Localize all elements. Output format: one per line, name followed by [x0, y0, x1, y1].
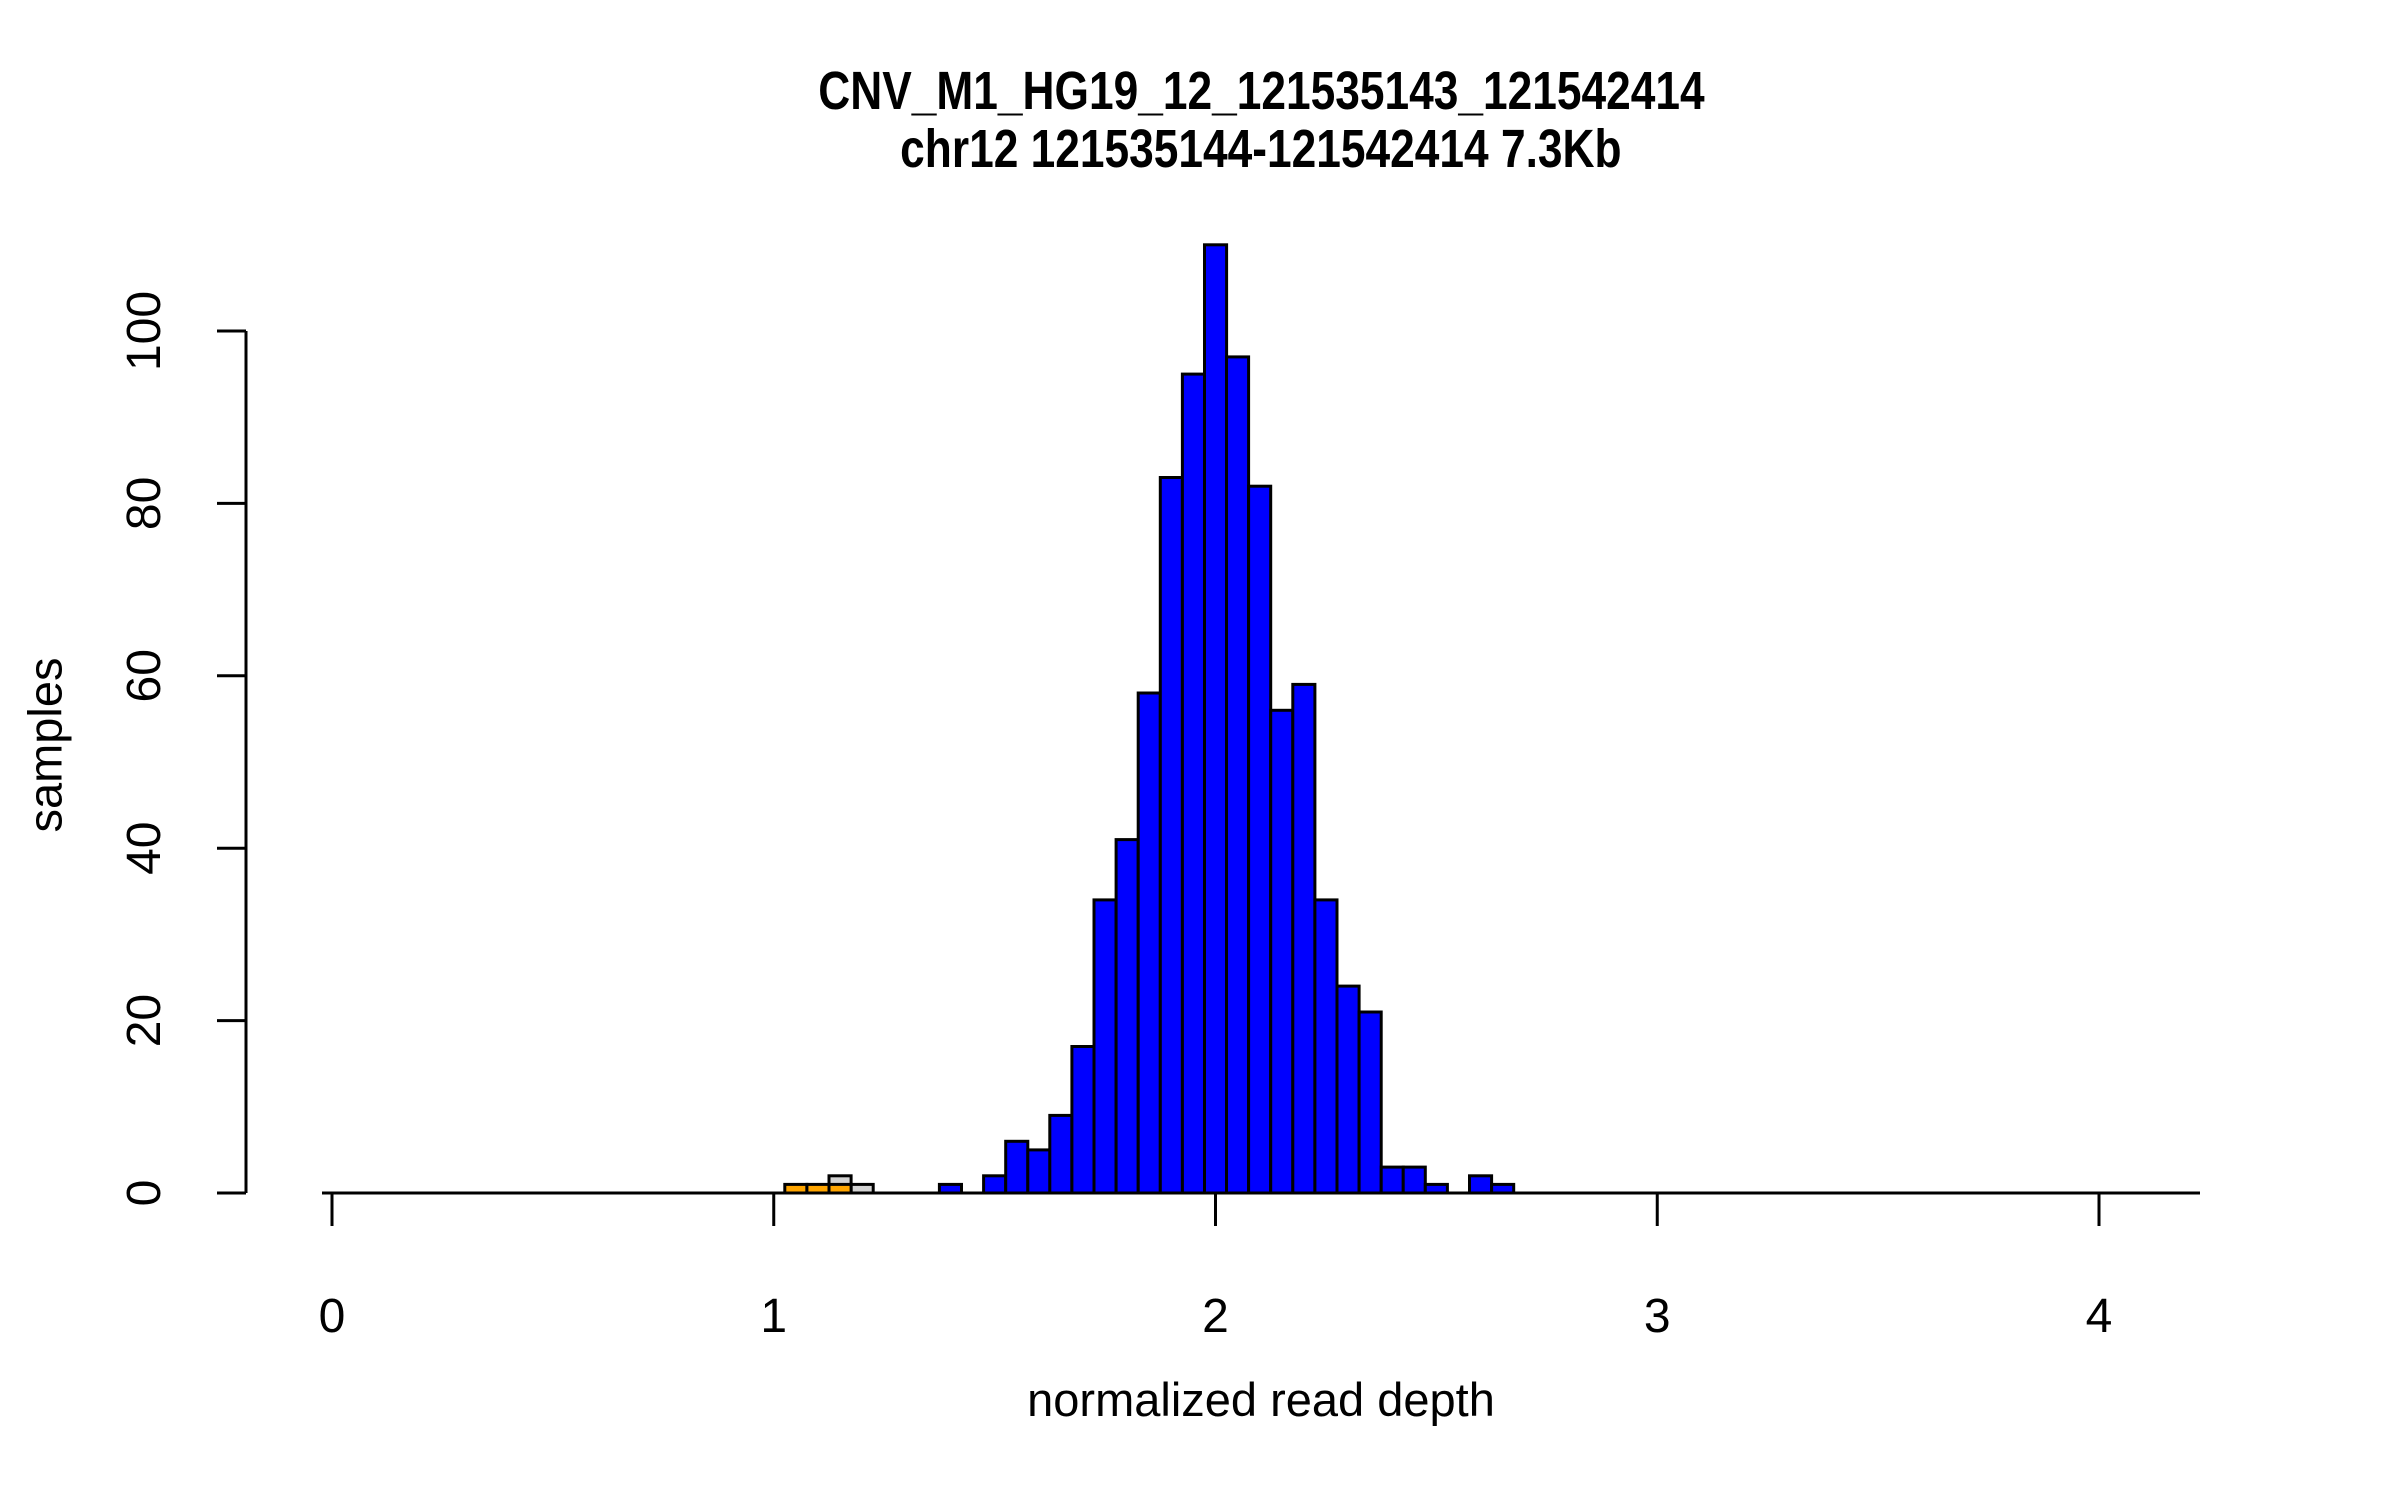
histogram-bar-blue-bars: [982, 1174, 1008, 1195]
histogram-bar-blue-bars: [1379, 1165, 1405, 1195]
x-tick-label: 2: [1202, 1290, 1229, 1343]
y-tick-label: 0: [118, 1180, 171, 1207]
x-tick-label: 0: [319, 1290, 346, 1343]
x-tick-label: 4: [2086, 1290, 2113, 1343]
y-tick-label: 100: [118, 291, 171, 371]
histogram-bar-blue-bars: [1247, 484, 1273, 1195]
histogram-bar-blue-bars: [1357, 1010, 1383, 1195]
y-tick-label: 60: [118, 649, 171, 702]
histogram-bar-blue-bars: [1026, 1148, 1052, 1195]
histogram-bar-blue-bars: [1401, 1165, 1427, 1195]
histogram-bar-blue-bars: [1468, 1174, 1494, 1195]
histogram-bar-blue-bars: [1313, 898, 1339, 1195]
y-tick-label: 80: [118, 477, 171, 530]
histogram-bar-blue-bars: [1291, 682, 1317, 1195]
histogram-bar-blue-bars: [1114, 838, 1140, 1195]
histogram-bar-blue-bars: [1092, 898, 1118, 1195]
plot-title: CNV_M1_HG19_12_121535143_121542414 chr12…: [322, 62, 2200, 178]
histogram-bar-blue-bars: [1180, 372, 1207, 1195]
plot-title-line1: CNV_M1_HG19_12_121535143_121542414: [817, 61, 1705, 121]
histogram-bar-blue-bars: [1158, 476, 1184, 1195]
x-axis-label: normalized read depth: [1027, 1373, 1495, 1426]
histogram-bar-blue-bars: [1070, 1045, 1096, 1195]
histogram-bar-blue-bars: [1136, 691, 1162, 1195]
histogram-bar-blue-bars: [1048, 1113, 1074, 1195]
x-tick-label: 3: [1644, 1290, 1671, 1343]
plot-title-line2: chr12 121535144-121542414 7.3Kb: [900, 119, 1622, 179]
histogram-bar-blue-bars: [1203, 243, 1229, 1195]
histogram-bar-blue-bars: [1225, 355, 1251, 1195]
histogram-bar-blue-bars: [1269, 708, 1295, 1195]
y-tick-label: 40: [118, 822, 171, 875]
y-tick-label: 20: [118, 994, 171, 1047]
histogram-bar-blue-bars: [1004, 1139, 1030, 1195]
x-tick-label: 1: [760, 1290, 787, 1343]
histogram-bar-blue-bars: [1335, 984, 1361, 1195]
